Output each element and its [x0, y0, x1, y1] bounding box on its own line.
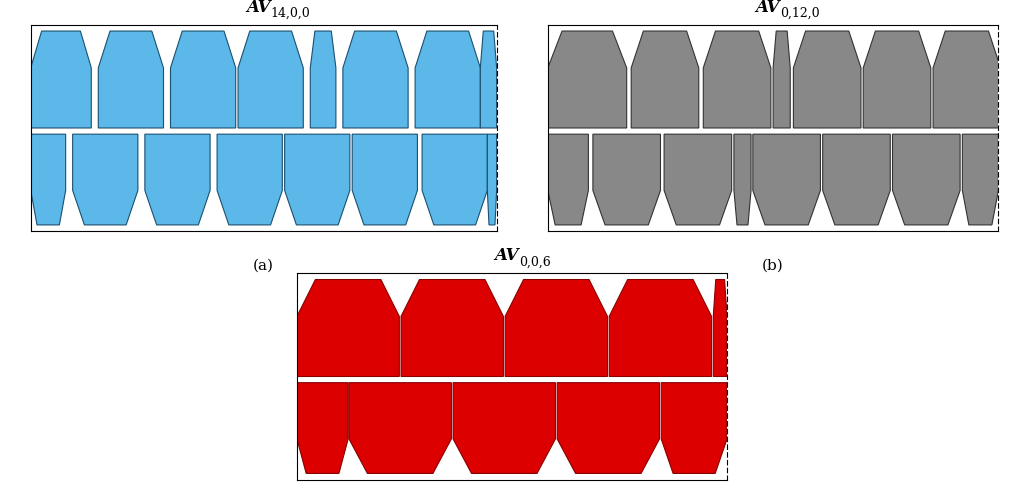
Polygon shape	[631, 31, 698, 128]
Text: AV: AV	[247, 0, 270, 16]
Polygon shape	[453, 383, 555, 474]
Polygon shape	[822, 134, 890, 225]
Polygon shape	[609, 279, 712, 377]
Polygon shape	[863, 31, 931, 128]
Text: AV: AV	[756, 0, 780, 16]
Polygon shape	[893, 134, 961, 225]
Polygon shape	[753, 134, 820, 225]
Polygon shape	[401, 279, 504, 377]
Polygon shape	[665, 134, 732, 225]
Polygon shape	[487, 134, 497, 225]
Text: 14,0,0: 14,0,0	[270, 7, 310, 20]
Text: (a): (a)	[253, 258, 274, 272]
Text: AV: AV	[495, 248, 519, 264]
Polygon shape	[963, 134, 998, 225]
Polygon shape	[933, 31, 1000, 128]
Polygon shape	[480, 31, 497, 128]
Polygon shape	[349, 383, 452, 474]
Polygon shape	[285, 134, 350, 225]
Polygon shape	[548, 134, 589, 225]
Polygon shape	[593, 134, 660, 225]
Polygon shape	[662, 383, 727, 474]
Polygon shape	[773, 31, 791, 128]
Polygon shape	[238, 31, 303, 128]
Polygon shape	[422, 134, 487, 225]
Text: 0,12,0: 0,12,0	[780, 7, 820, 20]
Polygon shape	[73, 134, 138, 225]
Polygon shape	[703, 31, 771, 128]
Polygon shape	[505, 279, 607, 377]
Polygon shape	[31, 31, 91, 128]
Polygon shape	[714, 279, 727, 377]
Polygon shape	[98, 31, 164, 128]
Polygon shape	[415, 31, 480, 128]
Polygon shape	[557, 383, 659, 474]
Polygon shape	[352, 134, 418, 225]
Polygon shape	[794, 31, 861, 128]
Polygon shape	[734, 134, 751, 225]
Polygon shape	[31, 134, 66, 225]
Polygon shape	[310, 31, 336, 128]
Polygon shape	[297, 383, 348, 474]
Polygon shape	[144, 134, 210, 225]
Text: 0,0,6: 0,0,6	[519, 255, 551, 268]
Polygon shape	[343, 31, 409, 128]
Text: (b): (b)	[762, 258, 784, 272]
Polygon shape	[170, 31, 236, 128]
Polygon shape	[217, 134, 283, 225]
Polygon shape	[297, 279, 399, 377]
Polygon shape	[548, 31, 627, 128]
